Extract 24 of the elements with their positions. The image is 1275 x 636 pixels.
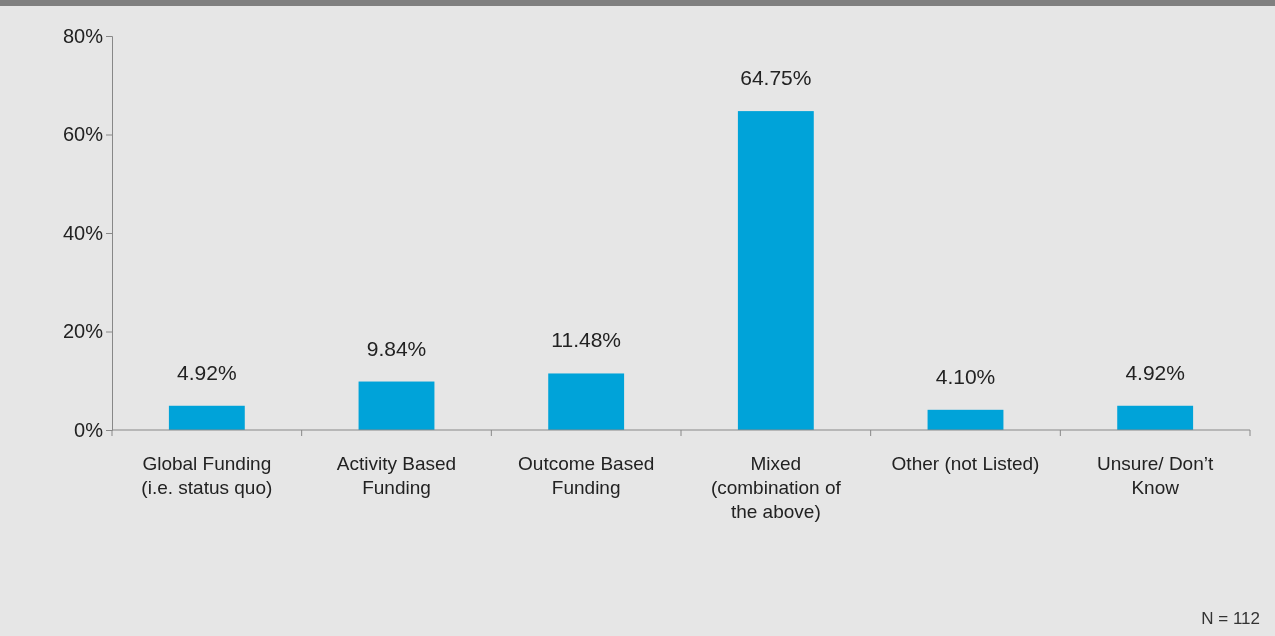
bar bbox=[927, 409, 1004, 430]
x-tick-label: Outcome Based Funding bbox=[518, 453, 655, 498]
x-tick-label: Activity Based Funding bbox=[336, 453, 457, 498]
data-label: 64.75% bbox=[740, 66, 812, 90]
data-label: 4.92% bbox=[1125, 360, 1185, 384]
data-label: 9.84% bbox=[366, 336, 427, 360]
bar bbox=[358, 381, 435, 430]
x-tick-label: Unsure/ Don’t Know bbox=[1097, 453, 1214, 498]
data-label: 4.92% bbox=[177, 360, 237, 384]
bar bbox=[1117, 405, 1194, 430]
y-tick-label: 40% bbox=[62, 221, 104, 244]
x-tick-label: Other (not Listed) bbox=[891, 453, 1040, 474]
data-label: 4.10% bbox=[935, 364, 996, 388]
y-tick-label: 60% bbox=[62, 123, 104, 146]
y-tick-label: 80% bbox=[62, 24, 104, 47]
y-tick-label: 0% bbox=[74, 418, 104, 441]
text: N = 112 bbox=[1201, 609, 1260, 628]
bar bbox=[548, 373, 625, 430]
bar bbox=[168, 405, 245, 430]
x-tick-label: Global Funding (i.e. status quo) bbox=[141, 453, 273, 498]
data-label: 11.48% bbox=[551, 328, 621, 352]
y-tick-label: 20% bbox=[62, 320, 104, 343]
x-tick-label: Mixed (combination of the above) bbox=[710, 453, 842, 522]
bar bbox=[737, 111, 814, 430]
